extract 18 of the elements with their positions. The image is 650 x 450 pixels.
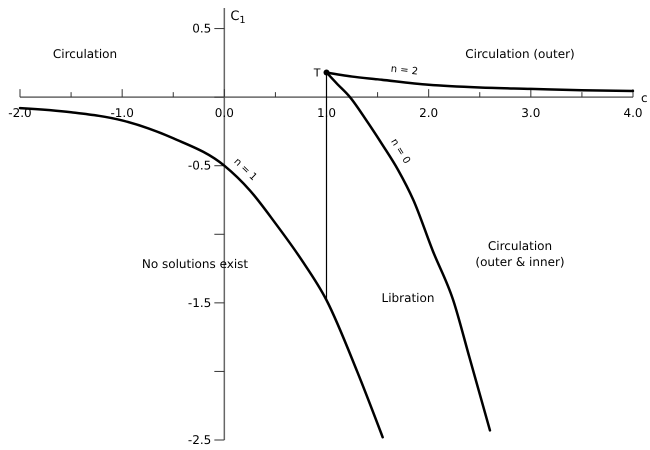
y-tick-label: -0.5: [188, 158, 212, 173]
y-tick-label: -2.5: [188, 433, 212, 447]
text: n = 2: [390, 64, 419, 78]
text: n = 1: [231, 156, 259, 184]
y-tick-label: -1.5: [188, 296, 212, 310]
x-tick-label: -1.0: [110, 106, 134, 120]
x-axis-title: c: [641, 91, 648, 106]
x-tick-label: 2.0: [419, 106, 438, 120]
annotation: Circulation: [52, 47, 118, 61]
annotation: Circulation (outer & inner): [475, 239, 565, 269]
annotation: T: [312, 66, 321, 80]
annotation: Circulation (outer): [465, 47, 575, 61]
x-tick-label: 3.0: [521, 106, 540, 120]
y-axis-title: C$_{1}$: [230, 9, 246, 26]
annotation: Libration: [382, 291, 434, 305]
x-tick-label: 4.0: [623, 106, 643, 120]
text: n = 0: [388, 136, 412, 166]
y-tick-label: 0.5: [192, 22, 212, 36]
